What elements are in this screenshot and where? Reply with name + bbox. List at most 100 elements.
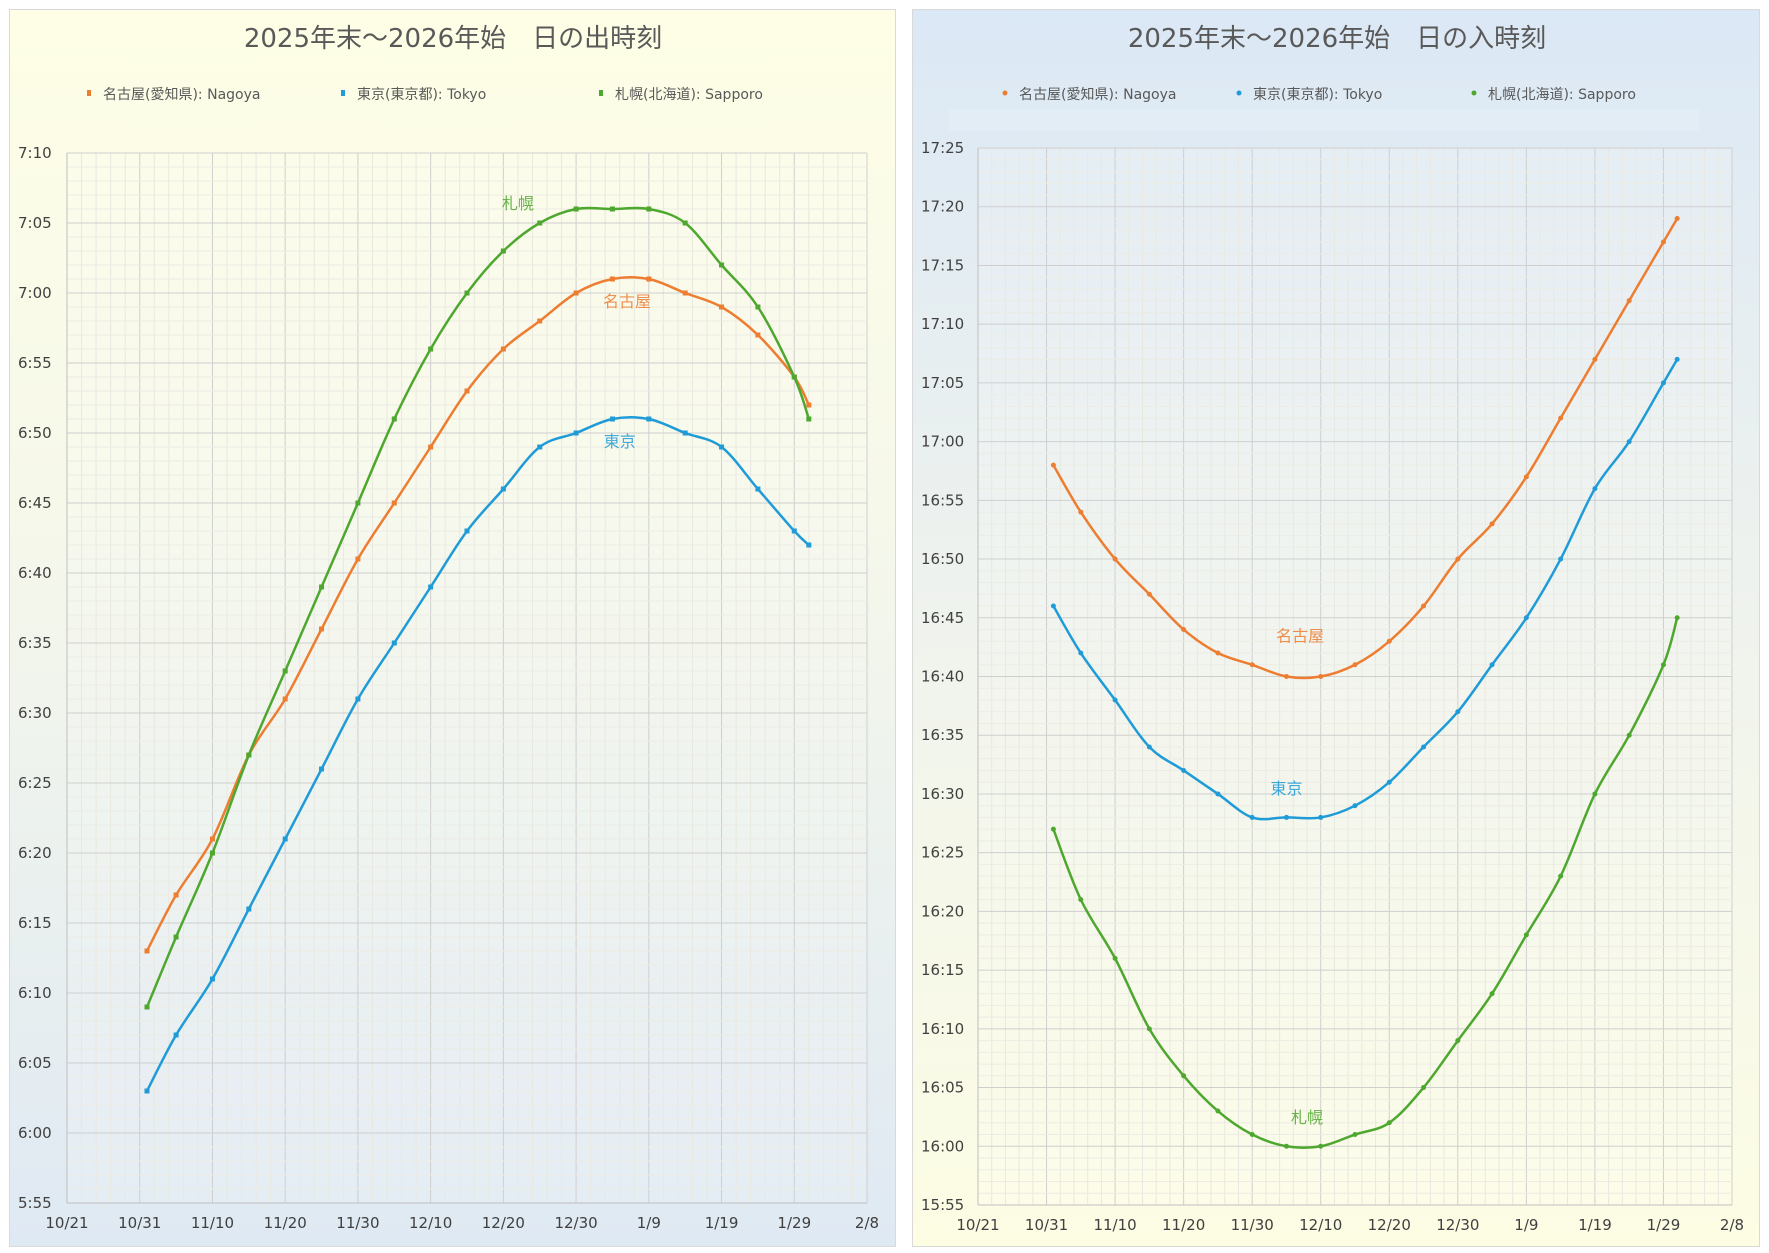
data-point (719, 304, 725, 310)
data-point (1558, 556, 1564, 562)
y-tick-label: 6:00 (18, 1124, 52, 1142)
data-point (1421, 1085, 1427, 1091)
y-tick-label: 16:20 (921, 902, 964, 920)
data-point (319, 584, 325, 590)
chart-title: 2025年末～2026年始 日の出時刻 (244, 24, 662, 54)
data-point (1112, 955, 1118, 961)
data-point (500, 486, 506, 492)
data-point (755, 332, 761, 338)
sunrise-chart-panel: 2025年末～2026年始 日の出時刻 名古屋(愛知県): Nagoya 東京(東… (9, 9, 896, 1247)
sunrise-chart: 2025年末～2026年始 日の出時刻 名古屋(愛知県): Nagoya 東京(東… (18, 24, 879, 1232)
data-point (209, 850, 215, 856)
data-point (1660, 239, 1666, 245)
plot-area (67, 153, 867, 1203)
y-tick-label: 16:40 (921, 668, 964, 686)
data-point (1455, 709, 1461, 715)
legend-label: 東京(東京都): Tokyo (1253, 87, 1382, 103)
data-point (573, 290, 579, 296)
data-point (209, 836, 215, 842)
x-tick-label: 11/10 (191, 1214, 234, 1232)
y-tick-label: 7:05 (18, 214, 52, 232)
data-point (1674, 615, 1680, 621)
data-point (282, 836, 288, 842)
data-point (573, 430, 579, 436)
data-point (1050, 462, 1056, 468)
data-point (428, 584, 434, 590)
y-tick-label: 7:10 (18, 144, 52, 162)
y-tick-label: 6:55 (18, 354, 52, 372)
data-point (1050, 826, 1056, 832)
data-point (1181, 1073, 1187, 1079)
y-tick-label: 17:05 (921, 374, 964, 392)
x-tick-label: 1/19 (705, 1214, 739, 1232)
data-point (1592, 356, 1598, 362)
data-point (391, 416, 397, 422)
chart-title: 2025年末～2026年始 日の入時刻 (1128, 24, 1546, 54)
y-tick-label: 6:10 (18, 984, 52, 1002)
data-point (1112, 556, 1118, 562)
y-tick-label: 6:40 (18, 564, 52, 582)
data-point (1523, 932, 1529, 938)
x-tick-label: 10/21 (956, 1216, 999, 1234)
data-point (391, 640, 397, 646)
sunset-chart-panel: 2025年末～2026年始 日の入時刻 名古屋(愛知県): Nagoya 東京(東… (912, 9, 1760, 1247)
data-point (173, 892, 179, 898)
y-tick-label: 6:25 (18, 774, 52, 792)
y-tick-label: 17:15 (921, 256, 964, 274)
data-point (1489, 521, 1495, 527)
legend-marker (1471, 90, 1477, 96)
y-tick-label: 6:50 (18, 424, 52, 442)
x-tick-label: 1/19 (1578, 1216, 1612, 1234)
data-point (682, 430, 688, 436)
x-tick-label: 12/30 (1436, 1216, 1479, 1234)
data-point (1386, 779, 1392, 785)
data-point (1674, 356, 1680, 362)
data-point (1455, 1038, 1461, 1044)
legend-band (949, 109, 1699, 131)
legend-label: 札幌(北海道): Sapporo (615, 87, 763, 103)
y-tick-label: 16:05 (921, 1079, 964, 1097)
x-tick-label: 11/30 (1231, 1216, 1274, 1234)
x-tick-label: 1/9 (637, 1214, 661, 1232)
data-point (1626, 732, 1632, 738)
data-point (173, 934, 179, 940)
x-tick-label: 12/30 (554, 1214, 597, 1232)
x-tick-label: 1/9 (1514, 1216, 1538, 1234)
legend-marker (87, 90, 91, 96)
data-point (791, 528, 797, 534)
series-annotation: 名古屋 (1276, 626, 1324, 645)
y-tick-label: 16:00 (921, 1137, 964, 1155)
data-point (1283, 814, 1289, 820)
y-tick-label: 16:55 (921, 491, 964, 509)
data-point (1283, 1143, 1289, 1149)
legend-label: 札幌(北海道): Sapporo (1488, 87, 1636, 103)
y-tick-label: 5:55 (18, 1194, 52, 1212)
data-point (1489, 991, 1495, 997)
data-point (682, 290, 688, 296)
legend-marker (1236, 90, 1242, 96)
data-point (1249, 662, 1255, 668)
data-point (428, 444, 434, 450)
data-point (391, 500, 397, 506)
data-point (500, 248, 506, 254)
x-tick-label: 11/20 (1162, 1216, 1205, 1234)
data-point (755, 304, 761, 310)
legend-marker (341, 90, 345, 96)
data-point (144, 1004, 150, 1010)
data-point (282, 668, 288, 674)
legend-label: 名古屋(愛知県): Nagoya (103, 86, 260, 103)
data-point (1181, 767, 1187, 773)
data-point (1078, 897, 1084, 903)
data-point (1249, 814, 1255, 820)
x-tick-label: 11/20 (264, 1214, 307, 1232)
data-point (1078, 509, 1084, 515)
y-tick-label: 6:45 (18, 494, 52, 512)
data-point (719, 262, 725, 268)
x-tick-label: 10/31 (1025, 1216, 1068, 1234)
data-point (1249, 1132, 1255, 1138)
data-point (806, 416, 812, 422)
sunset-chart: 2025年末～2026年始 日の入時刻 名古屋(愛知県): Nagoya 東京(東… (921, 24, 1744, 1234)
y-tick-label: 6:35 (18, 634, 52, 652)
y-tick-label: 16:10 (921, 1020, 964, 1038)
data-point (1386, 638, 1392, 644)
